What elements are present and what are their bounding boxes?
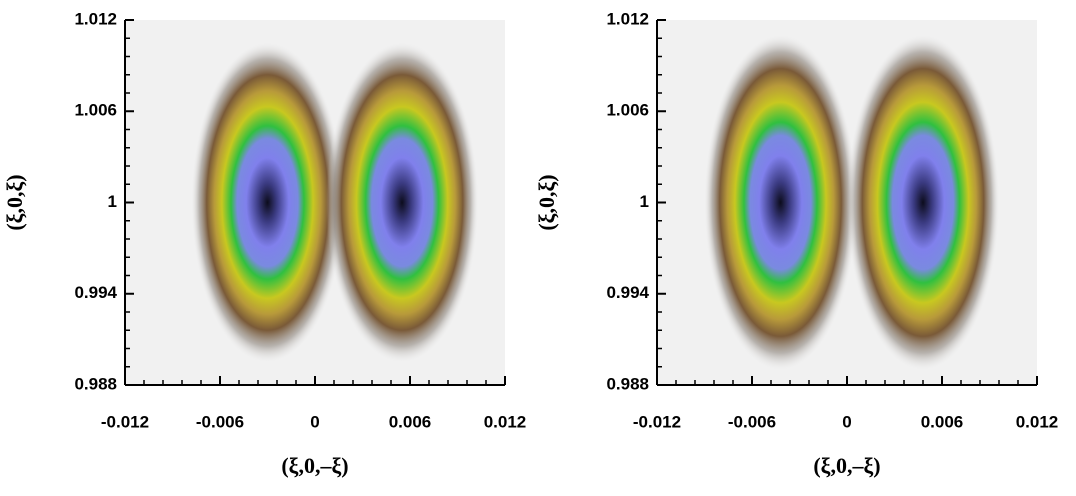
x-axis-title: (ξ,0,–ξ): [813, 453, 880, 478]
y-tick-label: 1: [108, 192, 117, 211]
y-tick-label: 1: [640, 192, 649, 211]
y-tick-label: 0.988: [74, 374, 117, 393]
y-tick-label: 0.988: [606, 374, 649, 393]
intensity-peak: [191, 42, 344, 363]
y-tick-label: 1.012: [74, 9, 117, 28]
x-tick-label: 0.006: [921, 412, 964, 431]
x-tick-label: 0.012: [1016, 412, 1059, 431]
x-tick-label: 0.012: [484, 412, 527, 431]
y-axis-title: (ξ,0,ξ): [534, 174, 559, 230]
x-tick-label: 0: [310, 412, 319, 431]
y-tick-label: 1.012: [606, 9, 649, 28]
plot-area: [125, 20, 505, 385]
y-tick-label: 1.006: [606, 101, 649, 120]
x-tick-label: -0.012: [633, 412, 681, 431]
y-axis-title: (ξ,0,ξ): [2, 174, 27, 230]
intensity-peak: [326, 42, 479, 363]
y-tick-label: 0.994: [606, 283, 649, 302]
x-tick-label: 0.006: [389, 412, 432, 431]
y-tick-label: 1.006: [74, 101, 117, 120]
x-axis-title: (ξ,0,–ξ): [281, 453, 348, 478]
x-tick-label: 0: [842, 412, 851, 431]
intensity-peak: [847, 35, 999, 370]
x-tick-label: -0.006: [196, 412, 244, 431]
x-tick-label: -0.006: [728, 412, 776, 431]
x-tick-label: -0.012: [101, 412, 149, 431]
plot-area: [657, 20, 1037, 385]
intensity-peak: [704, 35, 857, 370]
y-tick-label: 0.994: [74, 283, 117, 302]
